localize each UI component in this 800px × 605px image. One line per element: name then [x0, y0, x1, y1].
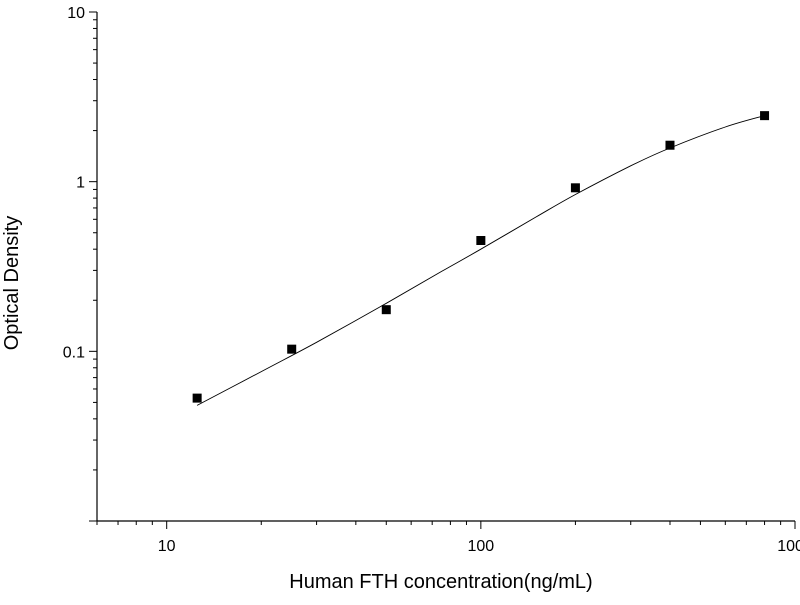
data-point [570, 183, 580, 193]
y-tick-label: 10 [67, 5, 85, 22]
x-axis-title: Human FTH concentration(ng/mL) [289, 571, 592, 593]
data-point [381, 305, 391, 315]
y-tick-label: 1 [76, 175, 85, 192]
x-tick-label: 10 [158, 538, 176, 555]
fit-curve [196, 115, 765, 406]
data-point [476, 236, 486, 246]
data-point [665, 140, 675, 150]
data-point [760, 111, 770, 121]
data-point [192, 393, 202, 403]
data-points [192, 111, 770, 403]
axes [96, 12, 795, 522]
fit-curve-group [196, 115, 765, 406]
x-tick-label: 100 [467, 538, 494, 555]
y-axis-title: Optical Density [1, 216, 23, 351]
y-tick-label: 0.1 [63, 344, 85, 361]
data-point [287, 344, 297, 354]
